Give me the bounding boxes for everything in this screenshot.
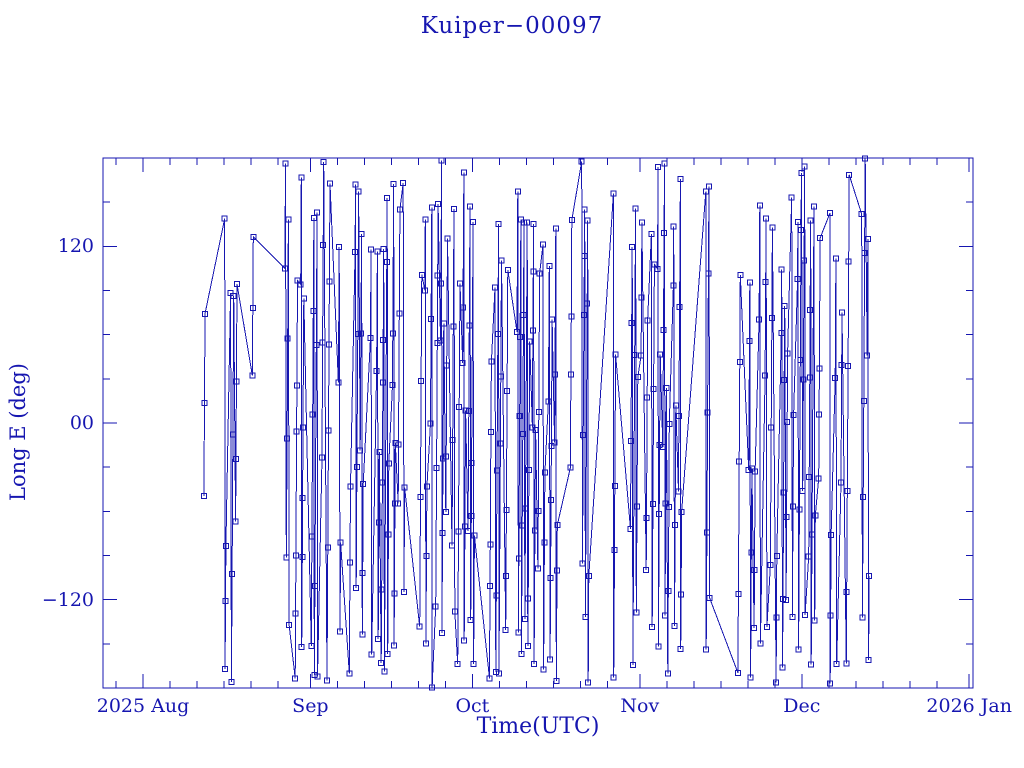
x-tick-label: Nov bbox=[620, 695, 660, 717]
x-tick-label: 2025 Aug bbox=[96, 695, 190, 717]
y-axis-label: Long E (deg) bbox=[6, 363, 30, 501]
y-tick-label: −120 bbox=[41, 588, 94, 611]
plot-box bbox=[102, 157, 974, 689]
chart-title: Kuiper−00097 bbox=[420, 13, 604, 39]
y-tick-label: 00 bbox=[69, 412, 94, 434]
data-series bbox=[200, 155, 873, 691]
axis-ticks bbox=[103, 158, 973, 688]
plot-frame bbox=[102, 157, 974, 689]
x-tick-label: Dec bbox=[783, 695, 821, 717]
x-axis-label: Time(UTC) bbox=[476, 714, 600, 739]
x-tick-label: 2026 Jan bbox=[926, 695, 1012, 717]
y-tick-label: 120 bbox=[57, 235, 94, 258]
x-tick-label: Sep bbox=[292, 695, 329, 717]
x-tick-label: Oct bbox=[455, 695, 490, 717]
data-markers bbox=[200, 155, 873, 691]
data-line bbox=[203, 158, 870, 688]
